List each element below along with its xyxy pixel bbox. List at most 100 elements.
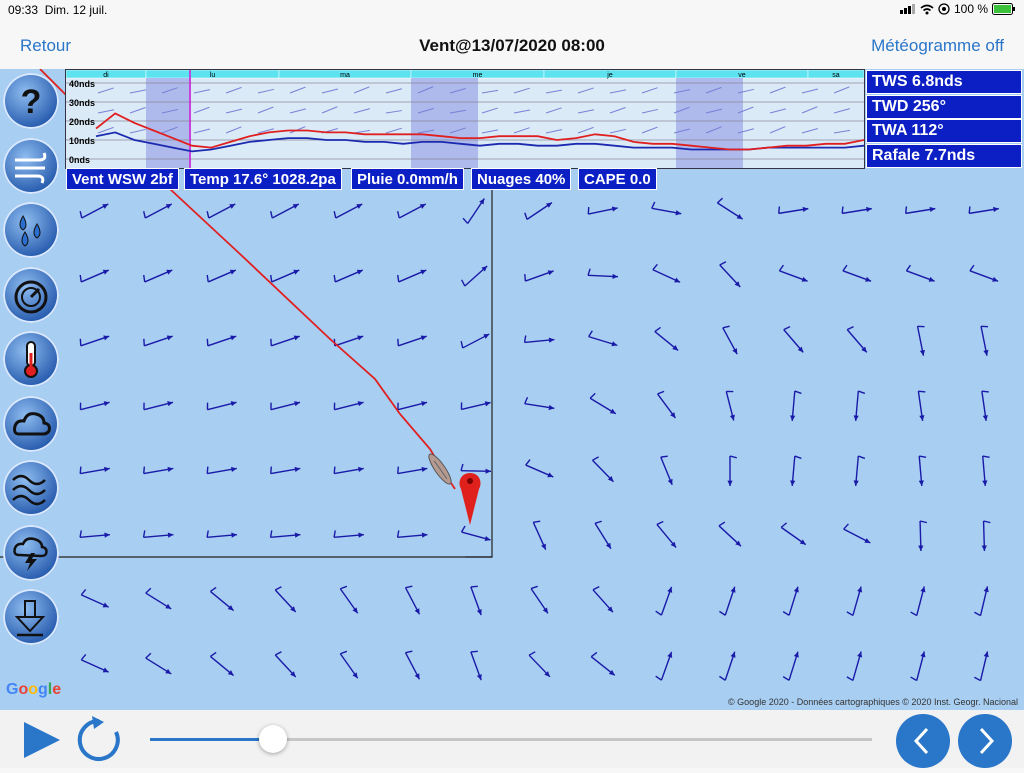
meteogram-wind-arrow [386, 128, 402, 133]
wind-info-box: TWD 256° [866, 95, 1022, 119]
wind-arrow [727, 456, 736, 486]
meteogram-wind-arrow [802, 89, 818, 93]
wind-arrow [525, 397, 555, 410]
wind-arrow [783, 587, 799, 616]
meteogram-toggle-button[interactable]: Météogramme off [871, 36, 1004, 56]
meteogram-wind-arrow [482, 108, 498, 113]
info-box: Nuages 40% [471, 168, 571, 190]
previous-button[interactable] [896, 714, 950, 768]
sidebar-button-download[interactable] [3, 589, 59, 645]
meteogram-wind-arrow [226, 87, 242, 93]
next-button[interactable] [958, 714, 1012, 768]
wind-arrow [590, 393, 616, 413]
sidebar-button-waves[interactable] [3, 460, 59, 516]
wind-arrow [406, 651, 420, 679]
wind-arrow [398, 270, 427, 282]
info-box: CAPE 0.0 [578, 168, 657, 190]
wind-arrow [271, 530, 301, 537]
thermometer-icon [11, 339, 51, 379]
meteogram-wind-arrow [610, 129, 626, 133]
time-slider-thumb[interactable] [259, 725, 287, 753]
storm-icon [11, 533, 51, 573]
wind-arrow [144, 530, 174, 537]
meteogram-wind-arrow [642, 88, 658, 93]
meteogram-wind-arrow [226, 127, 241, 133]
wind-arrow [471, 651, 482, 680]
rain-icon [11, 210, 51, 250]
wind-arrow [334, 335, 363, 345]
gauge-icon [11, 275, 51, 315]
wind-arrow [144, 335, 173, 345]
meteogram-wind-arrow [610, 108, 626, 113]
meteogram-wind-arrow [354, 87, 369, 93]
wind-arrow [271, 401, 300, 410]
sidebar-button-clouds[interactable] [3, 396, 59, 452]
meteogram-wind-arrow [354, 109, 370, 113]
wind-arrow [847, 587, 862, 616]
meteogram-wind-arrow [578, 127, 594, 133]
meteogram-wind-arrow [770, 109, 786, 113]
wind-arrow [80, 335, 109, 345]
wind-arrow [588, 206, 617, 214]
sidebar-button-temperature[interactable] [3, 331, 59, 387]
status-bar: 09:33 Dim. 12 juil. 100 % [0, 0, 1024, 22]
meteogram-wind-arrow [770, 87, 785, 93]
wind-arrow [906, 265, 934, 282]
wind-arrow [463, 199, 484, 224]
wind-arrow [918, 326, 925, 355]
wind-arrow [461, 401, 490, 409]
wind-arrow [271, 270, 300, 282]
wind-arrow [271, 204, 299, 218]
wind-arrow [334, 530, 364, 537]
wind-arrow [656, 587, 672, 615]
wind-arrow [919, 456, 926, 486]
wind-arrow [398, 335, 427, 345]
sidebar-button-pressure[interactable] [3, 267, 59, 323]
wind-arrow [144, 204, 172, 218]
sidebar-button-storm[interactable] [3, 525, 59, 581]
navigation-bar: Retour Vent@13/07/2020 08:00 Météogramme… [0, 22, 1024, 68]
wind-arrow [661, 456, 673, 485]
wind-arrow [906, 206, 936, 213]
wind-arrow [719, 652, 735, 680]
wind-arrow [398, 401, 427, 410]
meteogram-gust-line [96, 113, 864, 149]
wind-arrow [982, 521, 991, 551]
wind-arrow [847, 327, 867, 353]
meteogram-wind-arrow [610, 90, 626, 93]
status-icons: 100 % [900, 2, 1016, 16]
wind-arrow [271, 335, 300, 345]
svg-text:?: ? [21, 83, 42, 121]
google-logo: Google [6, 681, 61, 699]
wind-arrow [911, 651, 926, 680]
wind-arrow [726, 391, 735, 420]
wind-info-box: Rafale 7.7nds [866, 144, 1022, 168]
meteogram-wind-arrow [194, 107, 210, 113]
meteogram-wind-arrow [98, 88, 114, 93]
refresh-icon[interactable] [74, 716, 124, 766]
sidebar-button-help[interactable]: ? [3, 73, 59, 129]
wind-arrow [207, 467, 237, 474]
meteogram-wind-arrow [322, 107, 337, 113]
wind-arrow [80, 270, 109, 282]
position-marker-icon [460, 473, 481, 525]
wind-arrow [970, 265, 998, 282]
chart-boundary [0, 169, 492, 557]
meteogram-wind-arrow [514, 88, 530, 93]
wind-info-box: TWA 112° [866, 119, 1022, 143]
sidebar-button-wind[interactable] [3, 138, 59, 194]
meteogram-day-label: di [103, 72, 109, 79]
sidebar-button-rain[interactable] [3, 202, 59, 258]
wind-arrow [653, 264, 680, 282]
wind-arrow [720, 262, 740, 287]
meteogram-y-label: 40nds [69, 79, 95, 89]
wind-arrow [655, 327, 678, 350]
wind-arrow [790, 391, 801, 421]
meteogram-day-label: lu [210, 72, 216, 79]
meteogram-day-label: sa [832, 72, 840, 79]
time-slider[interactable] [150, 738, 872, 741]
play-icon[interactable] [20, 718, 64, 762]
